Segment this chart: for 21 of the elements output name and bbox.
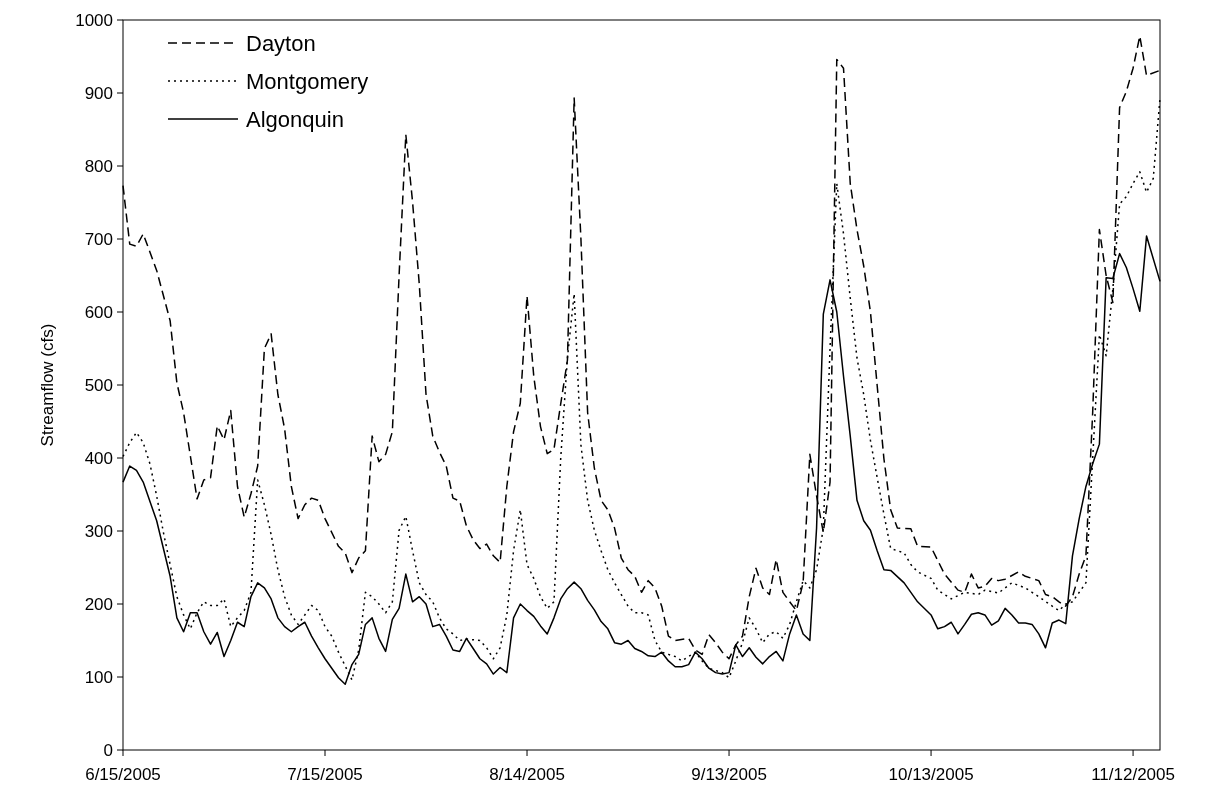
y-tick-label: 400 bbox=[84, 448, 113, 468]
y-tick-label: 500 bbox=[84, 375, 113, 395]
legend-label: Montgomery bbox=[246, 68, 369, 94]
x-tick-label: 9/13/2005 bbox=[691, 765, 767, 784]
x-tick-label: 8/14/2005 bbox=[489, 765, 565, 784]
legend-label: Algonquin bbox=[246, 106, 344, 132]
y-tick-label: 100 bbox=[84, 667, 113, 687]
y-tick-label: 700 bbox=[84, 229, 113, 249]
y-tick-label: 900 bbox=[84, 83, 113, 103]
y-tick-label: 200 bbox=[84, 594, 113, 614]
x-tick-label: 11/12/2005 bbox=[1091, 765, 1175, 784]
y-axis-title: Streamflow (cfs) bbox=[38, 323, 57, 447]
x-tick-label: 6/15/2005 bbox=[85, 765, 161, 784]
x-tick-label: 10/13/2005 bbox=[888, 765, 974, 784]
y-tick-label: 800 bbox=[84, 156, 113, 176]
x-tick-label: 7/15/2005 bbox=[287, 765, 363, 784]
y-tick-label: 300 bbox=[84, 521, 113, 541]
y-tick-label: 1000 bbox=[75, 10, 113, 30]
legend-label: Dayton bbox=[246, 30, 316, 56]
y-tick-label: 0 bbox=[103, 740, 113, 760]
y-tick-label: 600 bbox=[84, 302, 113, 322]
